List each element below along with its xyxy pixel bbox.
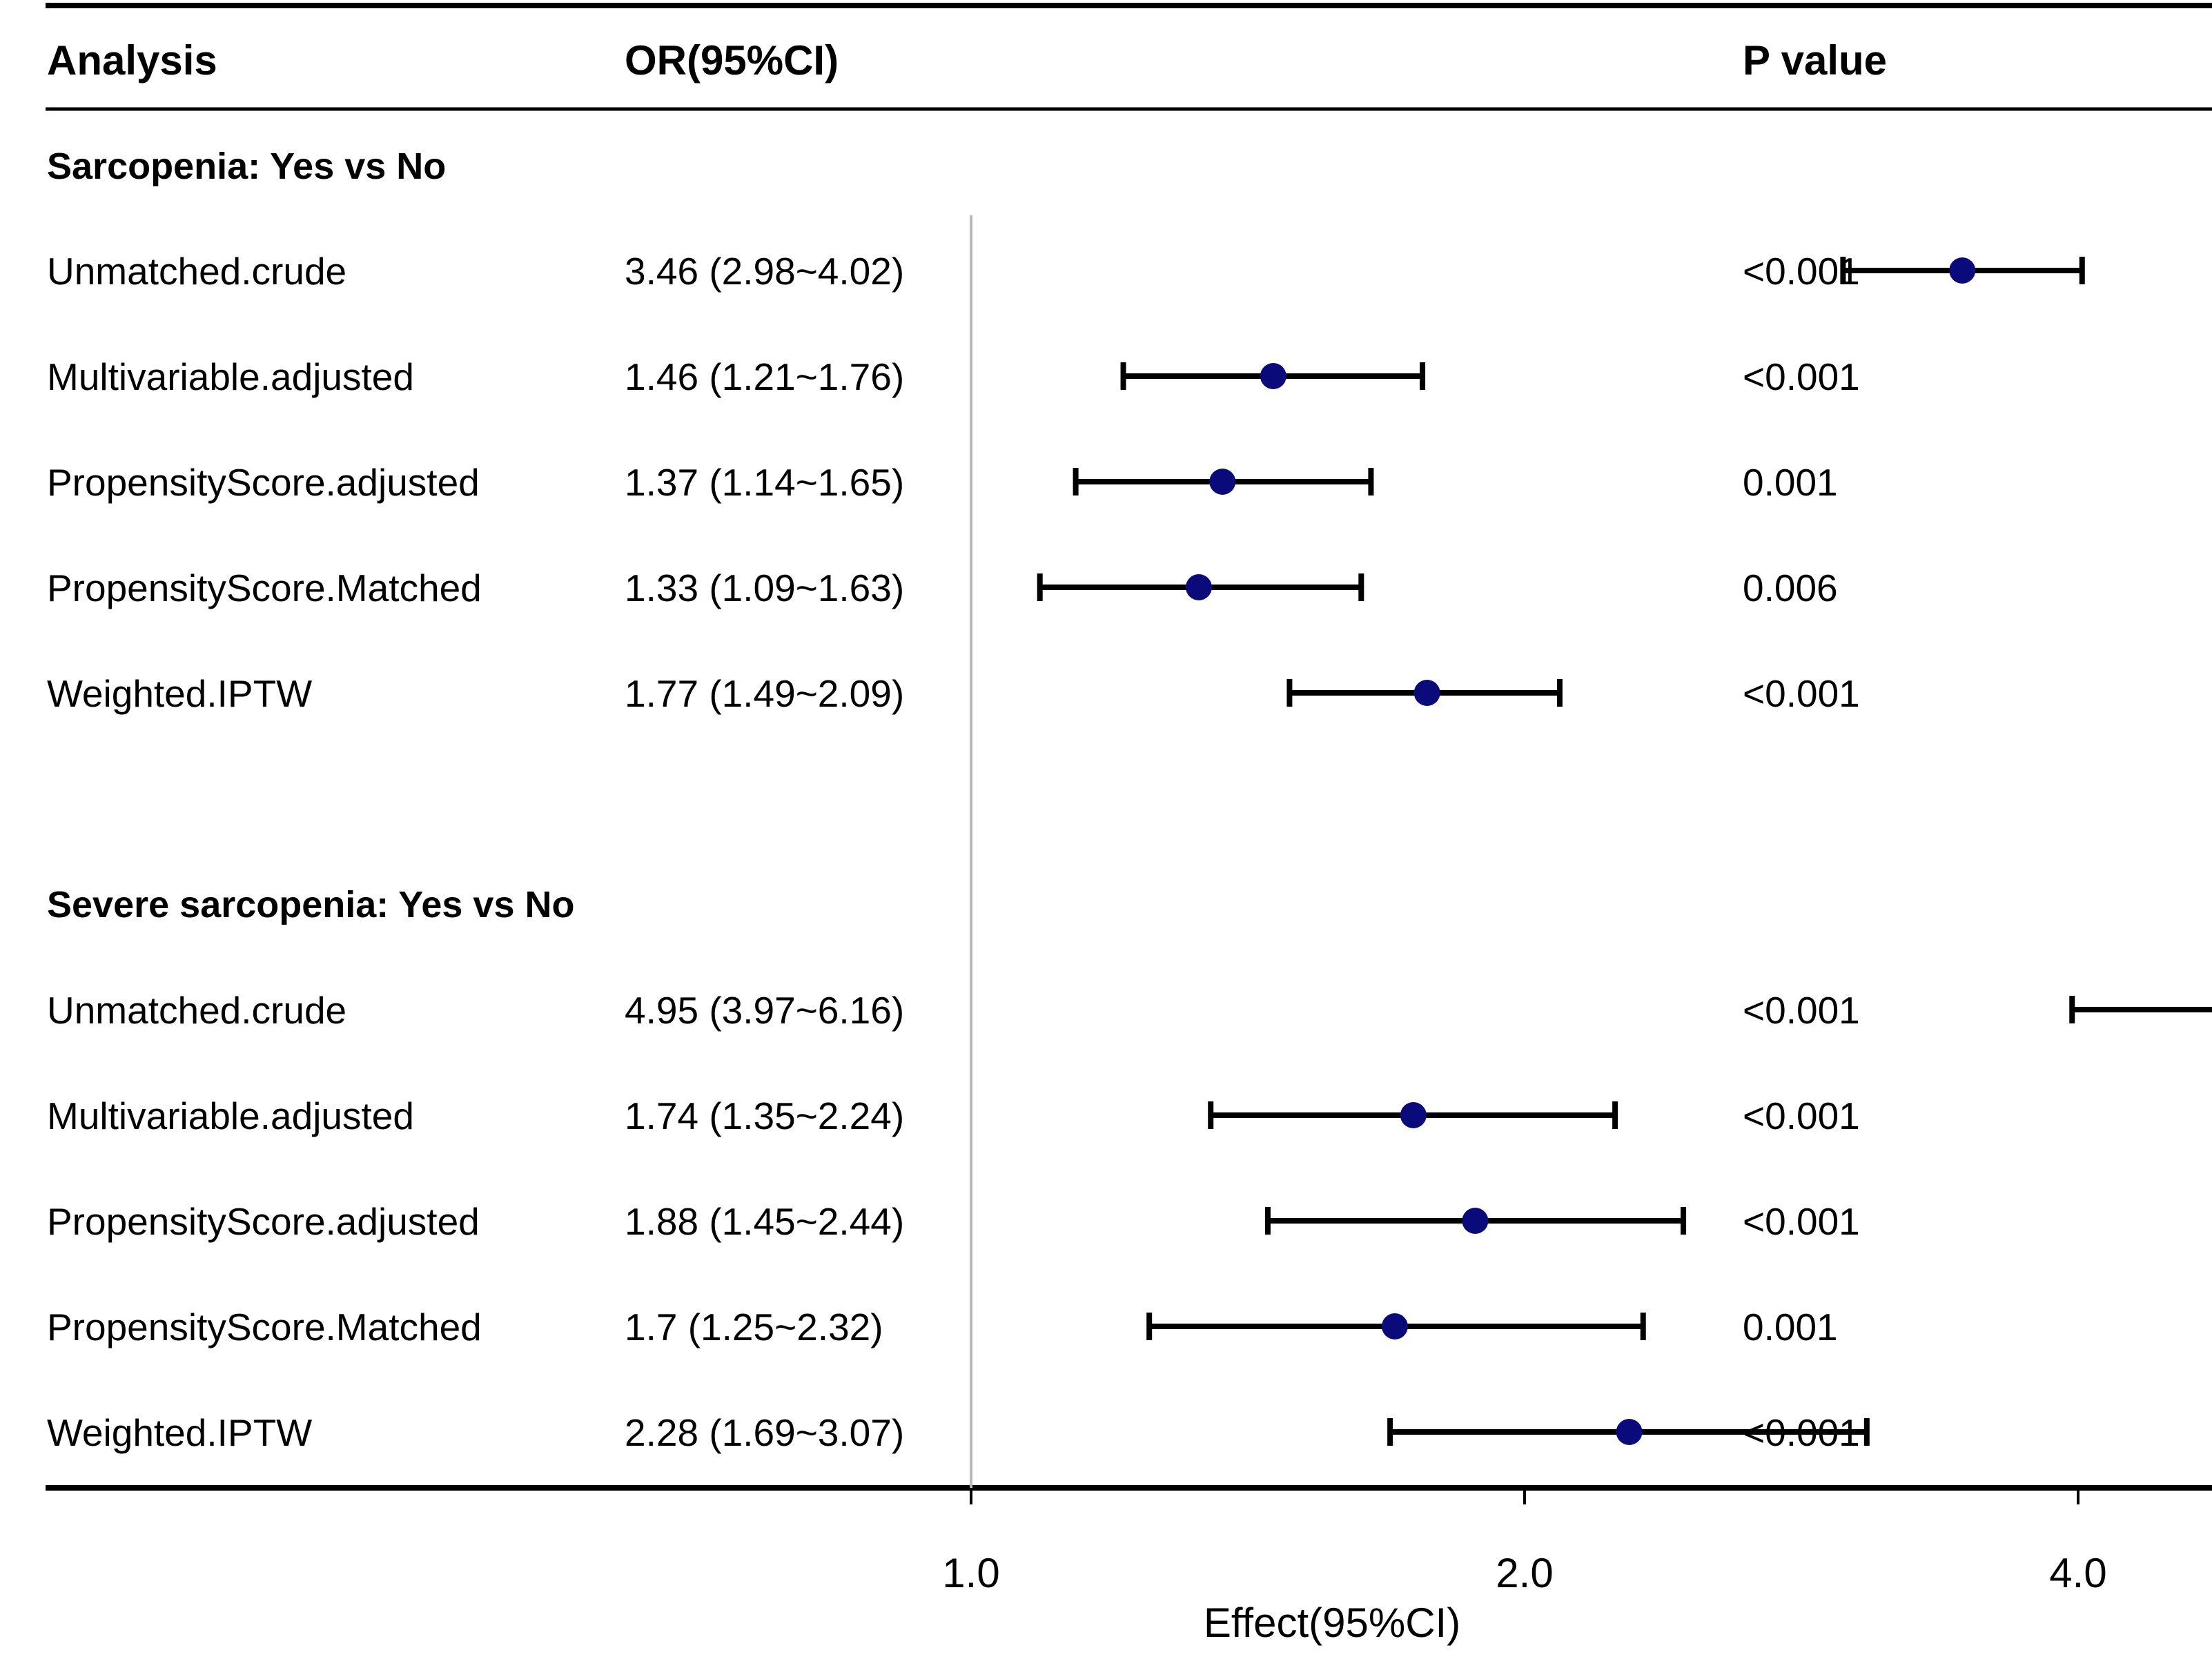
point-estimate (1260, 363, 1286, 389)
row-or-ci: 2.28 (1.69~3.07) (625, 1411, 904, 1454)
row-or-ci: 1.46 (1.21~1.76) (625, 355, 904, 398)
point-estimate (1209, 469, 1236, 495)
row-label: Unmatched.crude (47, 250, 346, 293)
x-axis: 1.0 2.0 4.0 (942, 1488, 2107, 1596)
row-or-ci: 3.46 (2.98~4.02) (625, 250, 904, 293)
x-tick-label: 2.0 (1496, 1550, 1553, 1596)
row-label: Multivariable.adjusted (47, 355, 414, 398)
row-or-ci: 1.7 (1.25~2.32) (625, 1306, 883, 1348)
row-p-value: 0.001 (1743, 461, 1838, 504)
point-estimate (1616, 1419, 1643, 1445)
row-or-ci: 4.95 (3.97~6.16) (625, 989, 904, 1032)
point-estimate (1413, 680, 1440, 706)
row-label: Unmatched.crude (47, 989, 346, 1032)
row-p-value: <0.001 (1743, 1094, 1860, 1137)
plot-area (970, 215, 2212, 1488)
header-or-ci: OR(95%CI) (625, 37, 839, 84)
header-analysis: Analysis (47, 37, 217, 84)
row-label: Multivariable.adjusted (47, 1094, 414, 1137)
point-estimate (1400, 1102, 1427, 1128)
row-label: PropensityScore.adjusted (47, 1200, 480, 1243)
row-or-ci: 1.77 (1.49~2.09) (625, 672, 904, 715)
row-label: PropensityScore.Matched (47, 1306, 482, 1348)
point-estimate (1381, 1313, 1408, 1339)
row-p-value: <0.001 (1743, 989, 1860, 1032)
row-p-value: <0.001 (1743, 672, 1860, 715)
row-label: Weighted.IPTW (47, 1411, 312, 1454)
x-tick-label: 1.0 (942, 1550, 999, 1596)
header-p-value: P value (1743, 37, 1887, 84)
row-label: PropensityScore.Matched (47, 567, 482, 609)
point-estimate (1949, 257, 1976, 284)
row-or-ci: 1.88 (1.45~2.44) (625, 1200, 904, 1243)
x-axis-label: Effect(95%CI) (1204, 1600, 1460, 1646)
row-p-value: 0.001 (1743, 1306, 1838, 1348)
row-p-value: 0.006 (1743, 567, 1838, 609)
point-estimate (1462, 1208, 1489, 1234)
group-title: Severe sarcopenia: Yes vs No (47, 884, 574, 925)
row-label: Weighted.IPTW (47, 672, 312, 715)
row-p-value: <0.001 (1743, 355, 1860, 398)
table-rows: Sarcopenia: Yes vs No Unmatched.crude 3.46… (47, 146, 1860, 1454)
row-or-ci: 1.33 (1.09~1.63) (625, 567, 904, 609)
row-or-ci: 1.37 (1.14~1.65) (625, 461, 904, 504)
point-estimate (1185, 574, 1212, 600)
group-title: Sarcopenia: Yes vs No (47, 146, 446, 187)
row-p-value: <0.001 (1743, 1200, 1860, 1243)
row-or-ci: 1.74 (1.35~2.24) (625, 1094, 904, 1137)
row-label: PropensityScore.adjusted (47, 461, 480, 504)
x-tick-label: 4.0 (2049, 1550, 2106, 1596)
